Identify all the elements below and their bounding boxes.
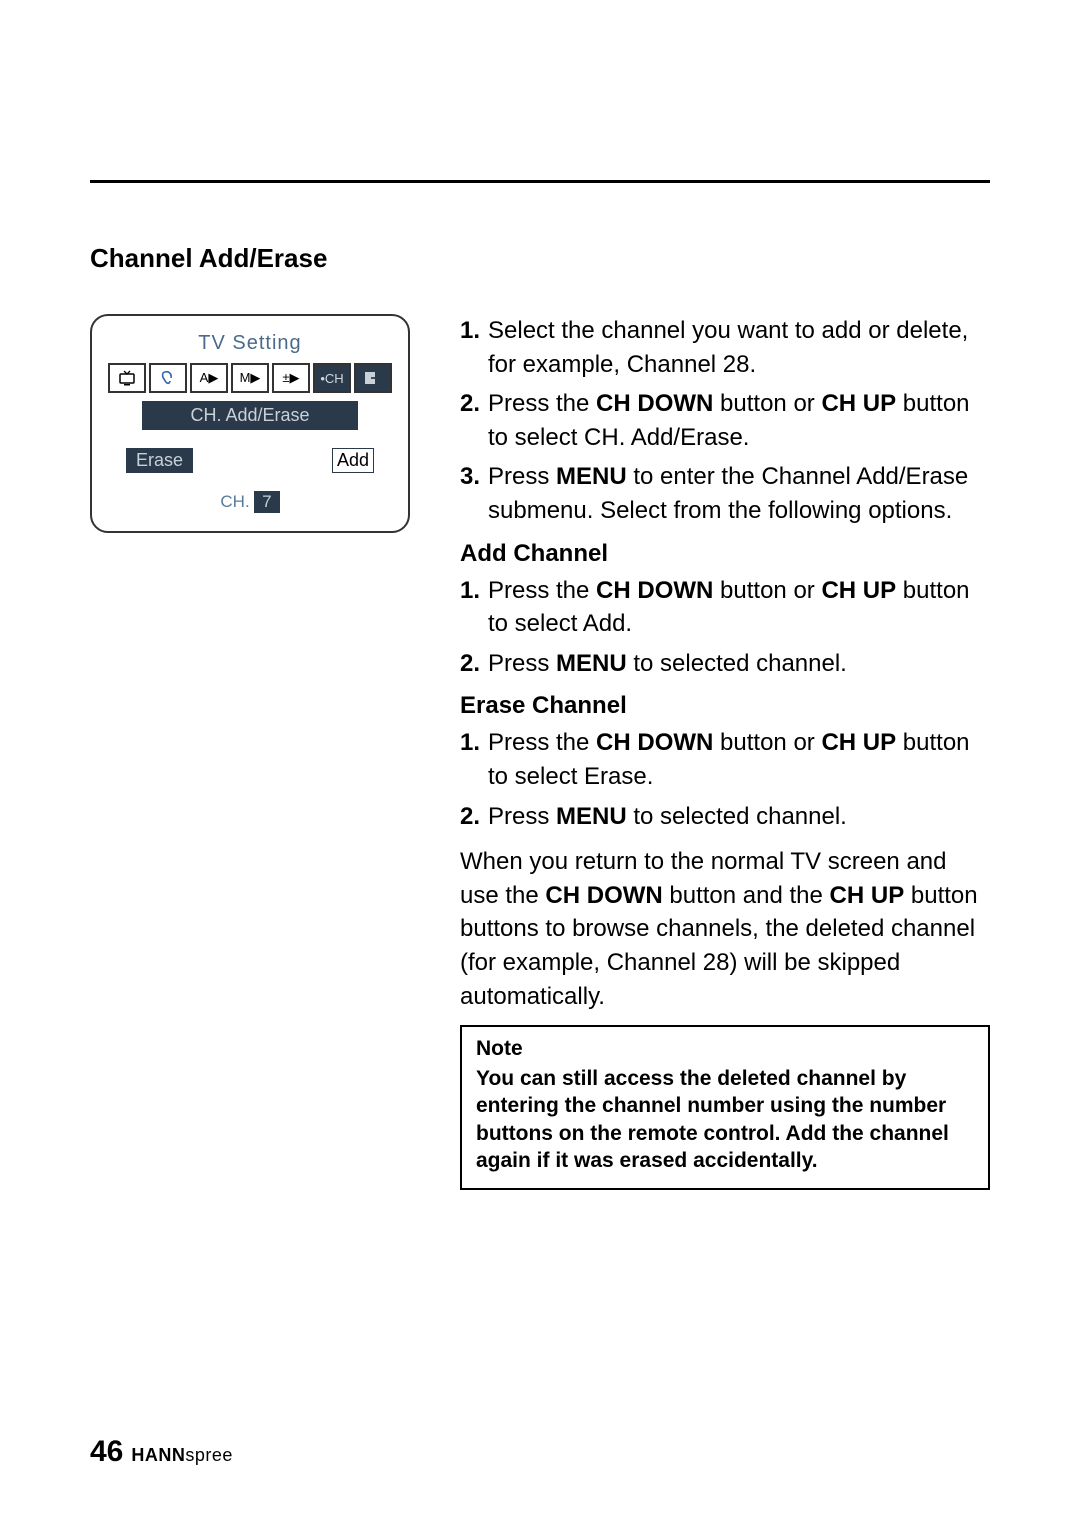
left-column: TV Setting A▶ M▶ ±▶ •CH CH [90, 314, 410, 1190]
right-column: 1. Select the channel you want to add or… [460, 314, 990, 1190]
list-item: 2. Press MENU to selected channel. [460, 647, 990, 681]
step-text: Press MENU to enter the Channel Add/Eras… [488, 460, 990, 527]
step-text: Press MENU to selected channel. [488, 800, 990, 834]
osd-tab-m: M▶ [231, 363, 269, 393]
columns: TV Setting A▶ M▶ ±▶ •CH CH [90, 314, 990, 1190]
step-text: Select the channel you want to add or de… [488, 314, 990, 381]
step-number: 2. [460, 647, 488, 681]
brand: HANNspree [131, 1445, 233, 1466]
osd-panel: TV Setting A▶ M▶ ±▶ •CH CH [90, 314, 410, 533]
step-text: Press the CH DOWN button or CH UP button… [488, 387, 990, 454]
list-item: 2. Press MENU to selected channel. [460, 800, 990, 834]
osd-erase-chip: Erase [126, 448, 193, 473]
list-item: 2. Press the CH DOWN button or CH UP but… [460, 387, 990, 454]
step-number: 1. [460, 726, 488, 793]
step-text: Press MENU to selected channel. [488, 647, 990, 681]
add-channel-heading: Add Channel [460, 540, 990, 568]
step-number: 2. [460, 800, 488, 834]
page-number: 46 [90, 1435, 123, 1469]
closing-paragraph: When you return to the normal TV screen … [460, 845, 990, 1013]
osd-ch-prefix: CH. [220, 492, 249, 511]
step-text: Press the CH DOWN button or CH UP button… [488, 574, 990, 641]
osd-tab-ch: •CH [313, 363, 351, 393]
osd-add-chip: Add [332, 448, 374, 473]
main-steps: 1. Select the channel you want to add or… [460, 314, 990, 528]
add-steps: 1. Press the CH DOWN button or CH UP but… [460, 574, 990, 681]
osd-tab-a: A▶ [190, 363, 228, 393]
osd-tab-pm: ±▶ [272, 363, 310, 393]
top-rule [90, 180, 990, 183]
osd-tabs: A▶ M▶ ±▶ •CH [102, 363, 398, 393]
step-number: 2. [460, 387, 488, 454]
note-title: Note [476, 1037, 974, 1061]
osd-row: Erase Add [102, 448, 398, 491]
note-box: Note You can still access the deleted ch… [460, 1025, 990, 1190]
osd-ch-value: 7 [254, 491, 279, 513]
list-item: 1. Press the CH DOWN button or CH UP but… [460, 574, 990, 641]
step-number: 3. [460, 460, 488, 527]
osd-submenu-label: CH. Add/Erase [142, 401, 358, 430]
note-text: You can still access the deleted channel… [476, 1065, 974, 1174]
step-text: Press the CH DOWN button or CH UP button… [488, 726, 990, 793]
osd-tab-ear-icon [149, 363, 187, 393]
list-item: 1. Select the channel you want to add or… [460, 314, 990, 381]
footer: 46 HANNspree [90, 1435, 233, 1469]
step-number: 1. [460, 574, 488, 641]
page: Channel Add/Erase TV Setting A▶ M▶ ±▶ •C… [0, 0, 1080, 1529]
osd-tab-exit-icon [354, 363, 392, 393]
osd-channel-label: CH. 7 [102, 491, 398, 513]
list-item: 1. Press the CH DOWN button or CH UP but… [460, 726, 990, 793]
osd-tab-tv-icon [108, 363, 146, 393]
erase-steps: 1. Press the CH DOWN button or CH UP but… [460, 726, 990, 833]
step-number: 1. [460, 314, 488, 381]
erase-channel-heading: Erase Channel [460, 692, 990, 720]
osd-title: TV Setting [102, 332, 398, 355]
list-item: 3. Press MENU to enter the Channel Add/E… [460, 460, 990, 527]
section-title: Channel Add/Erase [90, 243, 990, 274]
